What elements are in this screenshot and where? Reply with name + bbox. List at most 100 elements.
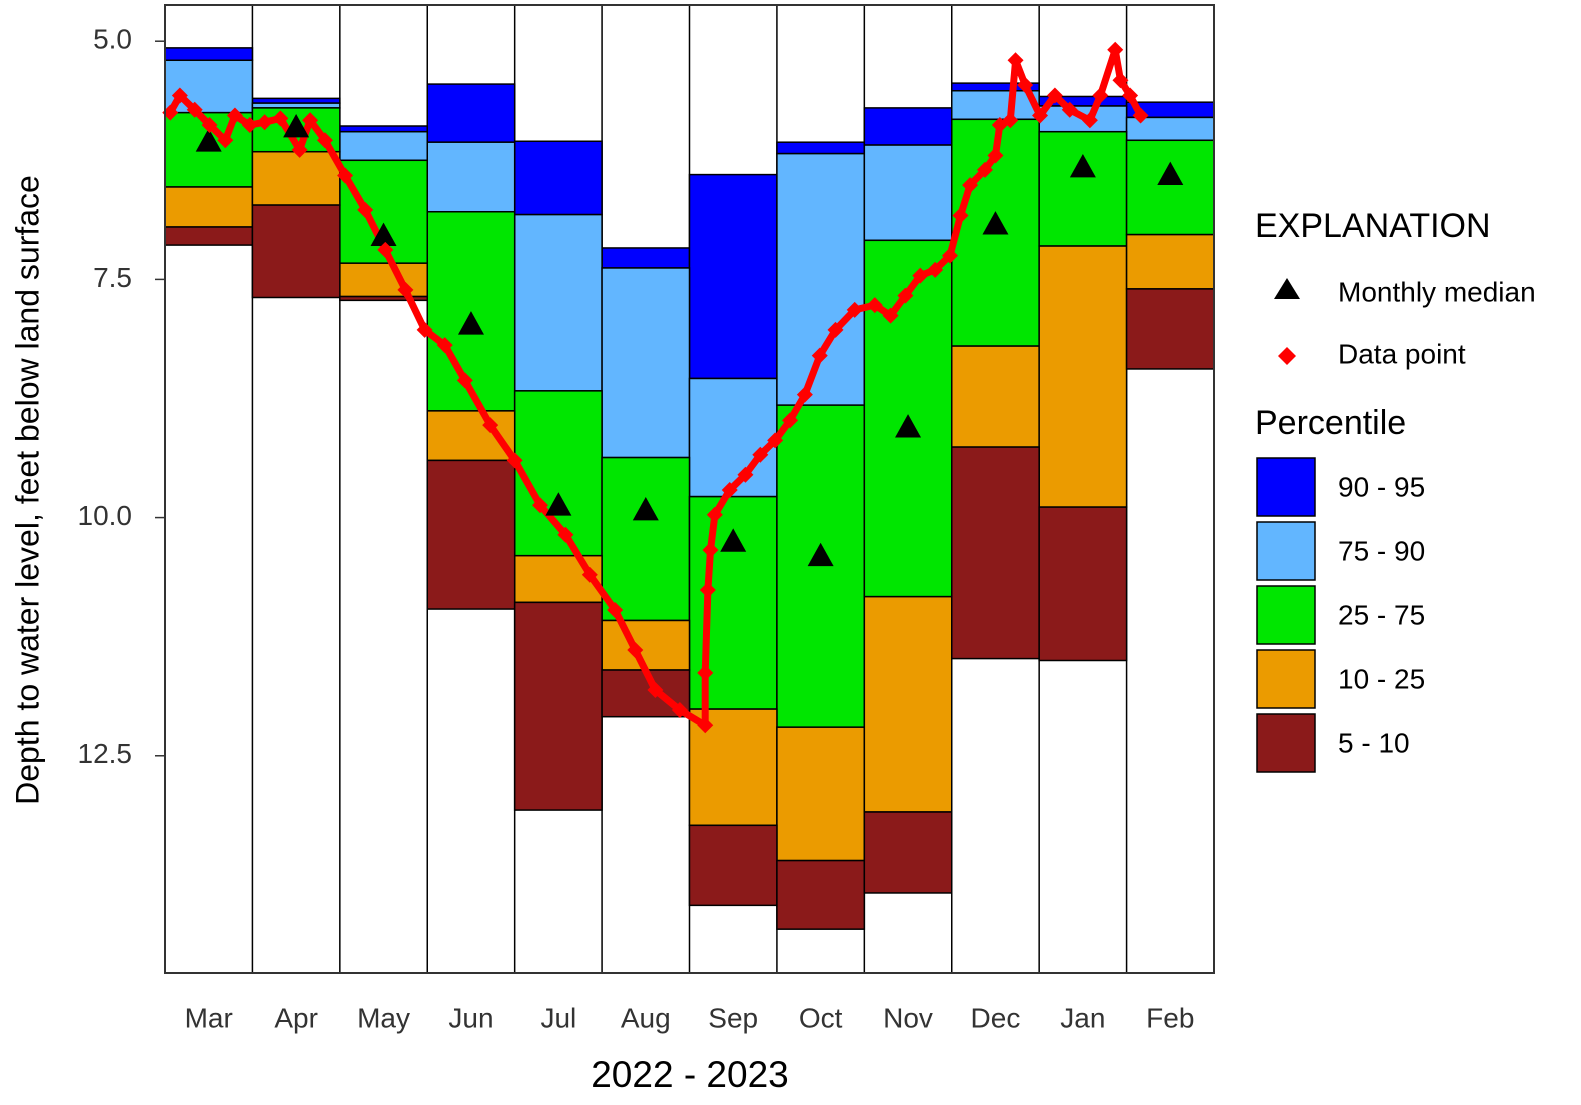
y-tick-label: 10.0 [78, 500, 133, 531]
x-tick-label: Mar [185, 1002, 233, 1033]
percentile-bar [776, 859, 866, 930]
data-point [456, 372, 473, 389]
legend-swatch [1256, 585, 1316, 645]
x-tick-label: Apr [274, 1002, 318, 1033]
data-point [217, 132, 234, 149]
data-point [927, 261, 944, 278]
percentile-bar [863, 144, 953, 242]
data-point [186, 101, 203, 118]
percentile-bar [426, 141, 516, 213]
data-point [226, 107, 243, 124]
percentile-bar [601, 619, 691, 671]
x-tick-label: Feb [1146, 1002, 1194, 1033]
data-point [721, 481, 738, 498]
median-marker [370, 222, 397, 246]
percentile-bar [776, 404, 866, 728]
data-point [241, 117, 258, 134]
data-point [627, 642, 644, 659]
percentile-bar [426, 83, 516, 143]
percentile-bar [164, 186, 254, 228]
data-point [1017, 77, 1034, 94]
data-point [912, 267, 929, 284]
data-point [532, 497, 549, 514]
median-marker [720, 528, 747, 552]
legend-label: Monthly median [1338, 276, 1536, 307]
data-point [1122, 87, 1139, 104]
data-point [796, 386, 813, 403]
data-point [976, 161, 993, 178]
legend-subtitle: Percentile [1255, 404, 1406, 442]
data-point [357, 201, 374, 218]
median-marker [283, 113, 310, 138]
data-point [882, 307, 899, 324]
percentile-bar [1038, 506, 1128, 662]
data-point [1107, 41, 1124, 58]
percentile-bar [1125, 233, 1215, 290]
y-axis-label: Depth to water level, feet below land su… [9, 175, 45, 805]
percentile-bar [426, 410, 516, 462]
data-point [942, 247, 959, 264]
data-point [436, 337, 453, 354]
median-marker [545, 492, 572, 516]
data-point [272, 110, 289, 127]
percentile-bar [1038, 245, 1128, 508]
data-point [647, 682, 664, 699]
data-point [782, 412, 799, 429]
y-tick-label: 5.0 [93, 24, 132, 55]
data-point [897, 287, 914, 304]
legend-swatch [1256, 521, 1316, 581]
percentile-bar [601, 456, 691, 622]
data-point [962, 177, 979, 194]
data-point [337, 167, 354, 184]
percentile-bar [688, 173, 778, 380]
data-point [201, 117, 218, 134]
data-point [811, 347, 828, 364]
percentile-bar [863, 811, 953, 894]
data-point [952, 207, 969, 224]
legend-median-symbol [1274, 278, 1300, 299]
legend-swatch [1256, 457, 1316, 517]
percentile-bar [513, 601, 603, 811]
data-point [866, 297, 883, 314]
percentile-bar [776, 152, 866, 406]
percentile-bar [951, 89, 1040, 121]
x-tick-label: Jun [448, 1002, 493, 1033]
data-point [1081, 112, 1098, 129]
legend-swatch [1256, 649, 1316, 709]
data-point [291, 141, 308, 158]
data-point [737, 466, 754, 483]
median-marker [195, 128, 222, 152]
legend-swatch [1256, 713, 1316, 773]
data-point [827, 321, 844, 338]
median-marker [1069, 153, 1096, 178]
data-point [377, 241, 394, 258]
percentile-bar [688, 824, 778, 907]
x-axis-label: 2022 - 2023 [591, 1054, 789, 1095]
x-tick-label: May [357, 1002, 410, 1033]
median-marker [895, 414, 922, 438]
percentile-bar [251, 150, 341, 206]
median-marker [457, 311, 484, 335]
data-point [987, 147, 1004, 164]
legend-label: 90 - 95 [1338, 471, 1425, 502]
percentile-bar [164, 47, 254, 62]
percentile-bar [776, 726, 866, 862]
percentile-bar [426, 459, 516, 610]
percentile-bar [339, 125, 429, 133]
percentile-bar [1038, 130, 1128, 247]
legend-label: 5 - 10 [1338, 727, 1410, 758]
data-point [607, 602, 624, 618]
percentile-bar [776, 141, 866, 155]
legend-label: Data point [1338, 338, 1466, 369]
percentile-bar [863, 107, 953, 146]
percentile-bar [513, 140, 603, 216]
data-point [162, 104, 179, 121]
y-tick-label: 7.5 [93, 262, 132, 293]
data-point [316, 132, 333, 149]
legend-label: 75 - 90 [1338, 535, 1425, 566]
data-point [397, 281, 414, 298]
median-marker [807, 542, 834, 567]
data-point [752, 446, 769, 463]
data-point [171, 87, 188, 104]
